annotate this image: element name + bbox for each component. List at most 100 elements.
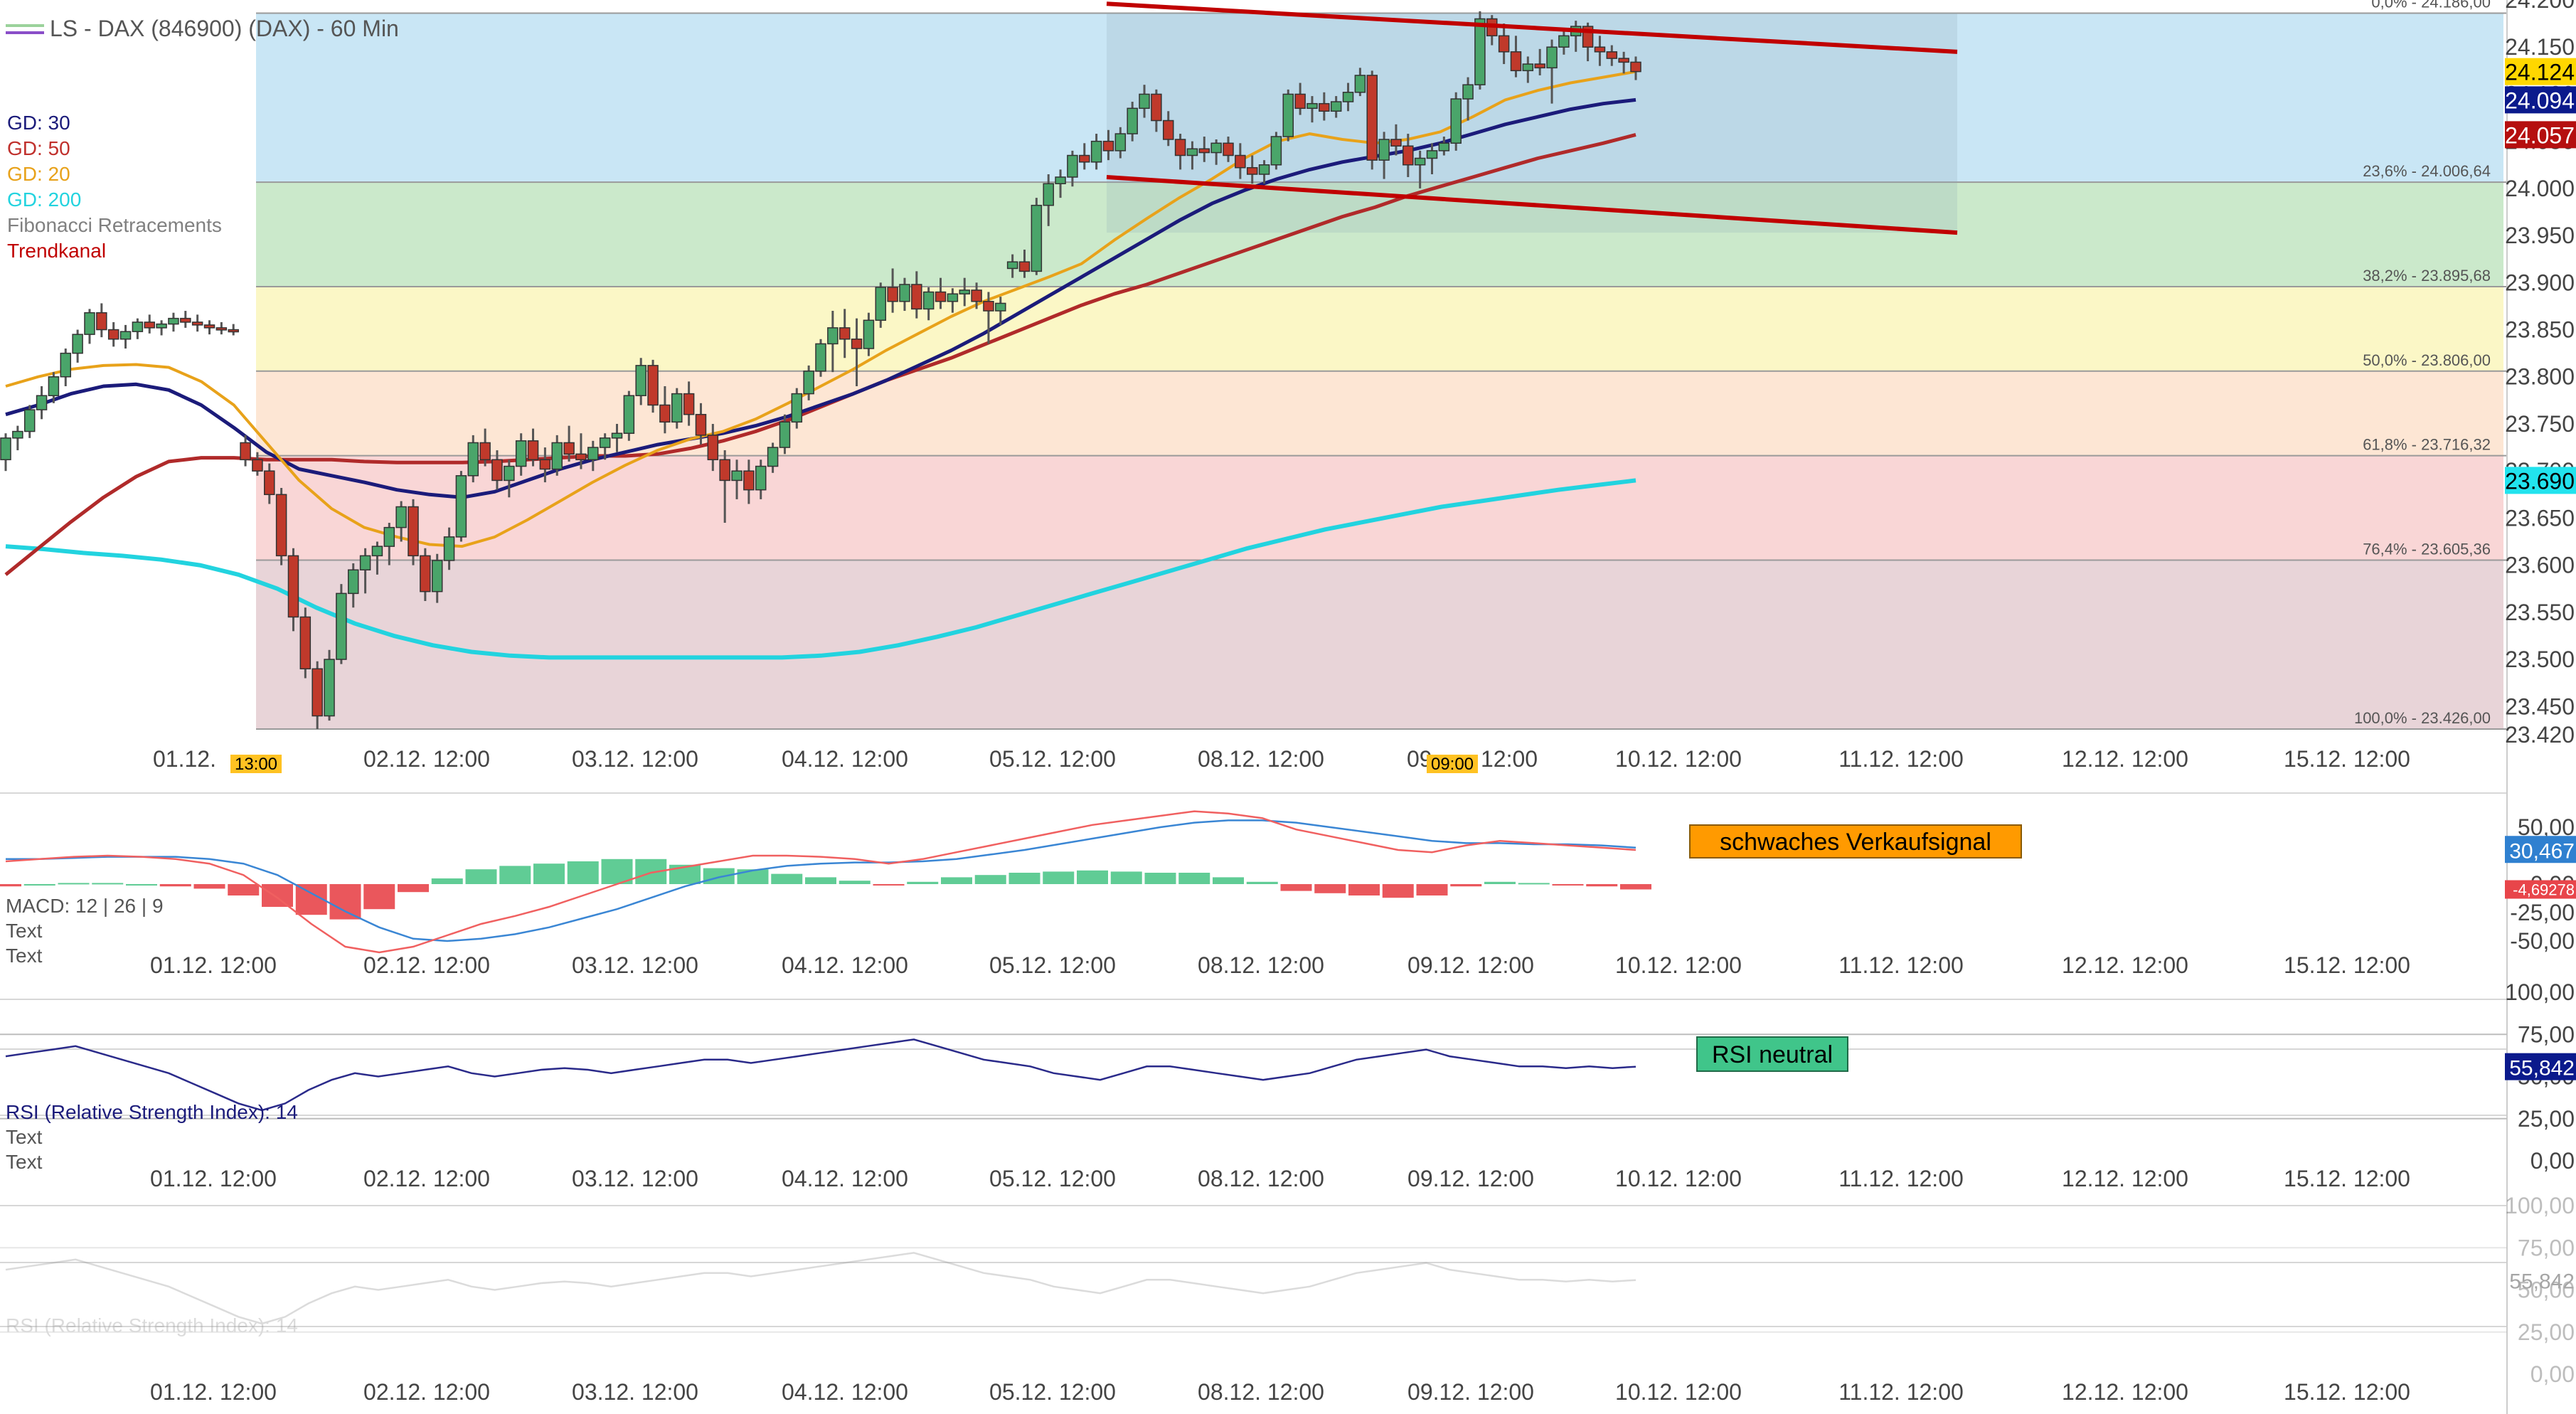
rsi-ghost-tick-label: 25,00 bbox=[2518, 1319, 2575, 1345]
candle-body bbox=[1151, 93, 1162, 122]
macd-histogram-bar bbox=[1110, 871, 1142, 884]
macd-histogram-bar bbox=[1552, 884, 1584, 886]
candle-body bbox=[587, 447, 599, 461]
macd-title: MACD: 12 | 26 | 9 bbox=[6, 895, 164, 917]
rsi-value-label: 55,842 bbox=[2509, 1057, 2575, 1080]
candle-body bbox=[1606, 51, 1618, 59]
price-tick-label: 24.200 bbox=[2505, 0, 2575, 13]
time-tick-label: 10.12. 12:00 bbox=[1615, 1379, 1742, 1405]
candle-body bbox=[1474, 18, 1486, 85]
price-badge-label: 24.094 bbox=[2505, 87, 2575, 113]
macd-histogram-bar bbox=[363, 884, 395, 910]
candle-body bbox=[1018, 261, 1031, 272]
fib-level-label: 38,2% - 23.895,68 bbox=[2363, 267, 2491, 285]
rsi-signal-box-label: RSI neutral bbox=[1712, 1041, 1833, 1068]
macd-value-badge bbox=[2505, 836, 2576, 863]
macd-tick-label: -50,00 bbox=[2510, 928, 2575, 954]
candle-body bbox=[1174, 139, 1186, 156]
time-tick-label: 08.12. 12:00 bbox=[1198, 746, 1324, 772]
candle-body bbox=[695, 413, 707, 436]
candle-body bbox=[755, 465, 767, 491]
candle-body bbox=[887, 287, 898, 302]
candle-body bbox=[48, 376, 60, 396]
time-tick-label: 12.12. 12:00 bbox=[2062, 952, 2188, 978]
candle-body bbox=[431, 560, 443, 592]
legend-item: GD: 50 bbox=[7, 137, 70, 159]
candle-body bbox=[336, 592, 347, 660]
macd-hist-label: -4,69278 bbox=[2513, 881, 2575, 899]
macd-histogram-bar bbox=[262, 884, 293, 907]
time-tick-label: 15.12. 12:00 bbox=[2284, 746, 2410, 772]
rsi-ghost-tick-label: 100,00 bbox=[2505, 1193, 2575, 1218]
macd-text: Text bbox=[6, 920, 43, 942]
candle-body bbox=[863, 319, 875, 349]
time-tick-label: 02.12. 12:00 bbox=[363, 1379, 490, 1405]
macd-histogram-bar bbox=[92, 883, 124, 885]
macd-histogram-bar bbox=[805, 877, 836, 884]
candle-body bbox=[168, 317, 179, 325]
candle-body bbox=[1127, 107, 1138, 134]
legend-item: GD: 200 bbox=[7, 188, 81, 211]
candle-body bbox=[228, 329, 239, 333]
time-tick-label: 04.12. 12:00 bbox=[782, 1166, 908, 1191]
macd-histogram-bar bbox=[1314, 884, 1346, 893]
candle-body bbox=[515, 440, 527, 467]
candle-body bbox=[1139, 93, 1150, 110]
candle-body bbox=[959, 289, 970, 294]
candle-body bbox=[1354, 75, 1366, 93]
candle-body bbox=[851, 339, 863, 349]
trend-channel-lower[interactable] bbox=[1106, 174, 1958, 235]
legend-item: Fibonacci Retracements bbox=[7, 214, 222, 236]
candle-body bbox=[731, 470, 743, 482]
macd-tick-label: 50,00 bbox=[2518, 814, 2575, 840]
rsi-signal-box[interactable] bbox=[1696, 1036, 1848, 1072]
price-badge bbox=[2505, 121, 2576, 149]
candle-body bbox=[1043, 183, 1054, 206]
candle-body bbox=[240, 442, 251, 461]
candle-body bbox=[1510, 51, 1522, 72]
macd-histogram-bar bbox=[1416, 884, 1448, 895]
candle-body bbox=[72, 334, 83, 354]
panel-separators bbox=[0, 0, 2508, 1414]
price-tick-label: 23.450 bbox=[2505, 693, 2575, 719]
candle-body bbox=[971, 289, 982, 302]
time-tick-label: 08.12. 12:00 bbox=[1198, 952, 1324, 978]
macd-signal-line bbox=[6, 819, 1636, 942]
candle-body bbox=[1558, 35, 1570, 48]
macd-histogram-bar bbox=[126, 884, 157, 886]
moving-average-lines bbox=[4, 70, 1636, 660]
candle-body bbox=[1462, 84, 1474, 100]
macd-signal-box[interactable] bbox=[1689, 824, 2022, 859]
candle-body bbox=[1055, 176, 1066, 185]
macd-histogram-bar bbox=[873, 884, 905, 886]
candle-body bbox=[803, 371, 814, 395]
candle-body bbox=[1378, 139, 1390, 161]
candle-body bbox=[1223, 142, 1234, 156]
candle-body bbox=[599, 437, 611, 448]
fib-zone-5 bbox=[256, 560, 2503, 730]
macd-hist-badge bbox=[2505, 880, 2576, 899]
candle-body bbox=[395, 506, 407, 528]
crosshair-time-badge bbox=[1427, 755, 1478, 773]
macd-histogram-bar bbox=[1077, 870, 1108, 884]
time-tick-label: 01.12. 12:00 bbox=[150, 1166, 277, 1191]
trend-channel-upper[interactable] bbox=[1106, 1, 1958, 54]
time-axes: 02.12. 12:00 03.12. 12:00 04.12. 12:00 05.1… bbox=[150, 746, 2410, 1405]
price-tick-label: 23.950 bbox=[2505, 223, 2575, 248]
legend-item: Trendkanal bbox=[7, 240, 106, 262]
candle-body bbox=[791, 393, 803, 423]
macd-histogram-bar bbox=[1043, 871, 1075, 884]
candle-body bbox=[1438, 142, 1450, 152]
time-tick-label: 10.12. 12:00 bbox=[1615, 746, 1742, 772]
time-tick-label: 03.12. 12:00 bbox=[572, 746, 698, 772]
candle-body bbox=[1186, 148, 1198, 156]
moving-average-gd-30 bbox=[5, 97, 1636, 499]
candle-body bbox=[180, 317, 191, 323]
macd-histogram-bar bbox=[1620, 884, 1651, 890]
time-tick-label: 04.12. 12:00 bbox=[782, 1379, 908, 1405]
candle-body bbox=[1366, 75, 1378, 161]
trend-channel[interactable] bbox=[1106, 1, 1958, 235]
time-tick-label: 11.12. 12:00 bbox=[1838, 746, 1964, 772]
candle-body bbox=[659, 404, 671, 423]
fib-level-label: 23,6% - 24.006,64 bbox=[2363, 162, 2491, 180]
